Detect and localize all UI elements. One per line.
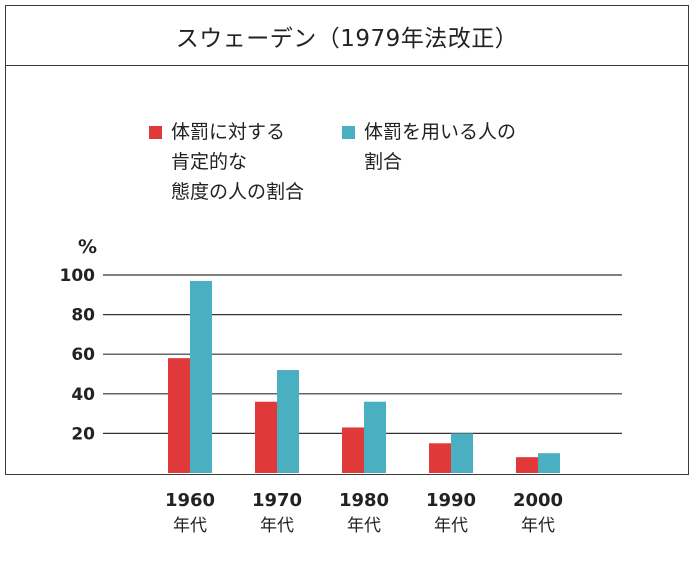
- x-category-suffix: 年代: [521, 516, 555, 536]
- legend-line: 体罰を用いる人の: [364, 121, 517, 143]
- title-bar: スウェーデン（1979年法改正）: [6, 6, 688, 66]
- bar-uses-punishment: [190, 280, 212, 473]
- y-tick-label: 100: [60, 266, 96, 286]
- legend-item-positive-attitude: 体罰に対する 肯定的な 態度の人の割合: [149, 117, 304, 207]
- legend-line: 体罰に対する: [171, 121, 286, 143]
- x-category-label: 1960: [165, 490, 215, 511]
- x-category-suffix: 年代: [173, 516, 207, 536]
- legend-swatch-uses-punishment: [342, 126, 355, 139]
- legend-swatch-positive-attitude: [149, 126, 162, 139]
- bar-positive-attitude: [342, 427, 364, 473]
- legend-label-positive-attitude: 体罰に対する 肯定的な 態度の人の割合: [171, 117, 304, 207]
- x-category-suffix: 年代: [347, 516, 381, 536]
- x-category-label: 1980: [339, 490, 389, 511]
- y-unit-label: %: [78, 236, 97, 258]
- bar-positive-attitude: [255, 401, 277, 473]
- bar-uses-punishment: [538, 453, 560, 473]
- y-tick-label: 80: [71, 306, 95, 326]
- legend-line: 割合: [364, 151, 403, 173]
- y-tick-label: 20: [71, 424, 95, 444]
- chart-title: スウェーデン（1979年法改正）: [175, 25, 519, 52]
- legend-line: 肯定的な: [171, 151, 248, 173]
- chart-frame: スウェーデン（1979年法改正）: [5, 5, 689, 475]
- x-category-label: 1990: [426, 490, 476, 511]
- legend-item-uses-punishment: 体罰を用いる人の 割合: [342, 117, 516, 177]
- legend-label-uses-punishment: 体罰を用いる人の 割合: [364, 117, 516, 177]
- x-category-suffix: 年代: [260, 516, 294, 536]
- x-category-suffix: 年代: [434, 516, 468, 536]
- bar-positive-attitude: [516, 457, 538, 473]
- y-tick-label: 40: [71, 385, 95, 405]
- bar-uses-punishment: [277, 370, 299, 473]
- bar-positive-attitude: [168, 358, 190, 473]
- bar-uses-punishment: [364, 401, 386, 473]
- legend-line: 態度の人の割合: [171, 181, 305, 203]
- bar-positive-attitude: [429, 443, 451, 473]
- bar-uses-punishment: [451, 433, 473, 473]
- x-category-label: 1970: [252, 490, 302, 511]
- y-tick-label: 60: [71, 345, 95, 365]
- x-category-label: 2000: [513, 490, 563, 511]
